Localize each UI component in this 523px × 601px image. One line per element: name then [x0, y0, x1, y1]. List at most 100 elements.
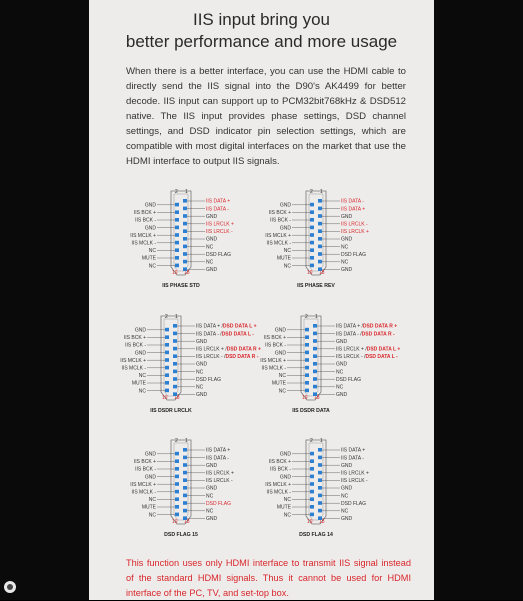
pin-contact [305, 327, 309, 332]
pin-contact [183, 478, 187, 482]
left-pin-label: MUTE [277, 505, 292, 511]
lens-icon[interactable] [4, 581, 16, 593]
dsd-pin-label: DSD DATA L + [367, 347, 401, 353]
pin-contact [165, 381, 169, 385]
pin-contact [313, 331, 317, 336]
diagram-iis-dsdr-data: 2 1 19 18 GND IIS BCK + IIS BCK - GND IIS MCLK +… [253, 308, 403, 428]
hdmi-connector [170, 439, 192, 525]
right-pin-label: GND [196, 392, 208, 398]
dsd-pin-label: DSD DATA R - [362, 331, 395, 337]
left-pin-label: MUTE [277, 256, 292, 262]
right-frame [434, 0, 523, 600]
pin-contact [310, 248, 314, 252]
right-pin-label: IIS LRCLK - [206, 229, 233, 235]
pin-contact [175, 467, 179, 471]
dsd-pin-label: DSD DATA R - [225, 354, 258, 360]
left-pin-label: GND [280, 452, 292, 458]
right-pin-label: DSD FLAG [196, 377, 221, 383]
right-pin-label: GND [341, 237, 353, 243]
pin-number-2: 2 [175, 438, 178, 444]
pin-contact [313, 392, 317, 396]
left-pin-label: GND [275, 328, 287, 334]
left-pin-label: IIS MCLK - [267, 241, 292, 247]
pin-number-2: 2 [165, 314, 168, 320]
right-pin-label: IIS DATA - [341, 455, 364, 461]
right-pin-label: NC [206, 244, 214, 250]
pin-contact [175, 202, 179, 207]
pin-contact [175, 474, 179, 479]
pin-contact [318, 221, 322, 226]
left-pin-label: MUTE [132, 381, 147, 387]
pin-contact [310, 451, 314, 456]
diagram-caption: DSD FLAG 15 [164, 532, 198, 538]
left-pin-label: MUTE [142, 505, 157, 511]
pin-contact [183, 237, 187, 241]
right-pin-label: IIS LRCLK - [341, 222, 368, 228]
pin-contact [310, 489, 314, 494]
right-pin-label: NC [336, 385, 344, 391]
left-pin-label: IIS BCK + [269, 459, 291, 465]
pin-contact [305, 358, 309, 362]
pin-contact [318, 267, 322, 271]
left-pin-label: NC [279, 388, 287, 394]
pin-contact [173, 392, 177, 396]
left-pin-label: GND [280, 474, 292, 480]
pin-contact [175, 489, 179, 494]
pin-contact [310, 474, 314, 479]
left-pin-label: GND [135, 350, 147, 356]
pin-contact [310, 497, 314, 501]
pin-contact [310, 459, 314, 463]
pin-contact [173, 324, 177, 328]
right-pin-label: NC [341, 244, 349, 250]
diagram-iis-dsdr-lrclk: 2 1 19 18 GND IIS BCK + IIS BCK - GND IIS MCLK +… [113, 308, 263, 428]
left-pin-label: IIS MCLK + [120, 358, 146, 364]
pin-contact [313, 377, 317, 381]
pin-contact [173, 346, 177, 351]
pin-contact [183, 501, 187, 505]
left-pin-label: GND [145, 452, 157, 458]
pin-contact [305, 388, 309, 393]
left-pin-label: NC [284, 263, 292, 269]
right-pin-label: GND [341, 486, 353, 492]
footer-warning: This function uses only HDMI interface t… [126, 558, 411, 598]
pin-contact [183, 259, 187, 264]
pin-contact [183, 221, 187, 226]
right-pin-label: IIS LRCLK - [341, 478, 368, 484]
left-pin-label: IIS BCK + [269, 210, 291, 216]
right-pin-label: GND [341, 214, 353, 220]
right-pin-label: IIS LRCLK + /DSD DATA R + [196, 347, 261, 353]
right-pin-label: IIS DATA - /DSD DATA R - [336, 331, 395, 337]
right-pin-label: GND [341, 463, 353, 469]
pin-contact [318, 478, 322, 482]
pin-contact [310, 256, 314, 260]
pin-number-2: 2 [310, 438, 313, 444]
pin-number-18: 18 [184, 270, 190, 276]
page-title: IIS input bring you better performance a… [89, 9, 434, 53]
right-pin-label: GND [336, 362, 348, 368]
document-page: IIS input bring you better performance a… [89, 0, 434, 600]
pin-contact [183, 252, 187, 256]
pin-contact [175, 225, 179, 230]
pin-contact [305, 343, 309, 347]
left-pin-label: GND [145, 203, 157, 209]
pin-contact [175, 256, 179, 260]
diagram-caption: IIS PHASE REV [297, 283, 335, 289]
pin-contact [313, 384, 317, 389]
right-pin-label: DSD FLAG [206, 501, 231, 507]
pin-contact [313, 324, 317, 328]
left-pin-label: GND [280, 203, 292, 209]
left-pin-label: IIS BCK + [264, 335, 286, 341]
left-pin-label: NC [149, 512, 157, 518]
diagram-caption: IIS PHASE STD [162, 283, 200, 289]
pin-contact [310, 225, 314, 230]
right-pin-label: DSD FLAG [341, 501, 366, 507]
pin-contact [310, 233, 314, 237]
pin-number-19: 19 [302, 395, 308, 401]
left-pin-label: NC [149, 248, 157, 254]
right-pin-label: NC [196, 385, 204, 391]
pin-contact [183, 206, 187, 211]
pin-number-18: 18 [319, 519, 325, 525]
pin-contact [313, 369, 317, 374]
pin-contact [183, 455, 187, 460]
left-pin-label: IIS MCLK - [122, 366, 147, 372]
